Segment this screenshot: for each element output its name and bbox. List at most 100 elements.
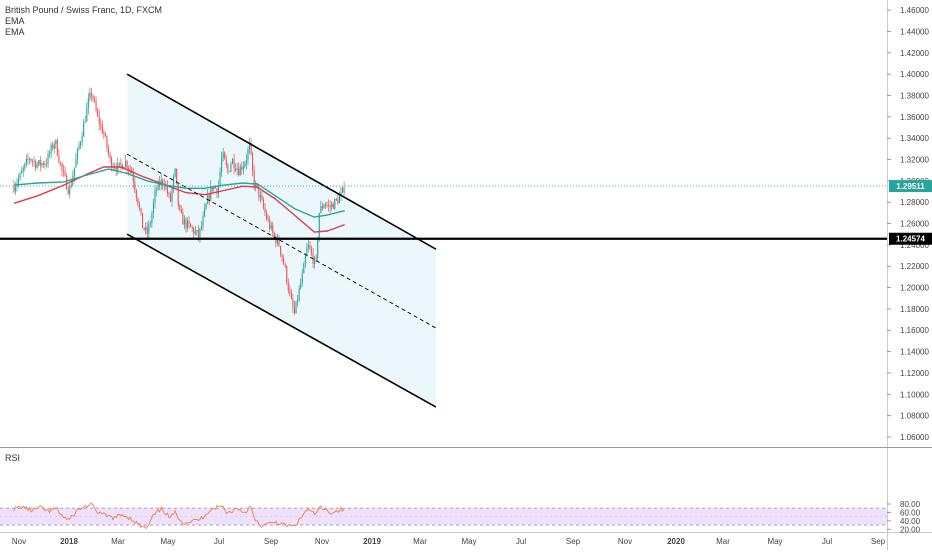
candle-body bbox=[334, 199, 336, 209]
candle-body bbox=[224, 152, 226, 160]
time-tick-label: Mar bbox=[716, 537, 730, 546]
candle-body bbox=[173, 175, 175, 189]
price-tick-label: 1.18000 bbox=[900, 305, 929, 314]
price-badge-level bbox=[889, 232, 932, 245]
candle-body bbox=[245, 159, 247, 164]
candle-body bbox=[62, 170, 65, 172]
candle-body bbox=[169, 193, 172, 202]
candle-body bbox=[42, 163, 44, 166]
candle-body bbox=[264, 207, 266, 213]
time-tick-label: Jul bbox=[214, 537, 224, 546]
candle-body bbox=[84, 121, 86, 123]
symbol-title: British Pound / Swiss Franc, 1D, FXCM bbox=[5, 5, 163, 15]
candle-body bbox=[216, 188, 218, 194]
candle-body bbox=[204, 208, 206, 217]
candle-body bbox=[332, 203, 334, 209]
candle-body bbox=[233, 158, 235, 169]
candle-body bbox=[320, 206, 322, 213]
candle-body bbox=[258, 186, 260, 198]
candle-body bbox=[183, 219, 185, 225]
candle-body bbox=[148, 224, 150, 235]
candle-body bbox=[290, 293, 292, 299]
candle-body bbox=[307, 244, 309, 248]
candle-body bbox=[106, 136, 108, 149]
candle-body bbox=[331, 203, 333, 208]
candle-body bbox=[317, 238, 319, 259]
channel-fill bbox=[127, 74, 436, 408]
candle-body bbox=[247, 149, 249, 160]
candle-body bbox=[248, 142, 251, 150]
time-tick-label: 2018 bbox=[60, 537, 78, 546]
candle-body bbox=[76, 148, 79, 159]
price-tick-label: 1.16000 bbox=[900, 326, 929, 335]
candle-body bbox=[78, 145, 80, 149]
candle-body bbox=[138, 204, 141, 209]
ema-indicator-label-1: EMA bbox=[5, 16, 25, 26]
candle-body bbox=[219, 171, 221, 186]
candle-body bbox=[111, 157, 113, 168]
time-tick-label: Sep bbox=[264, 537, 279, 546]
candle-body bbox=[140, 208, 142, 214]
candle-body bbox=[142, 213, 144, 229]
candle-body bbox=[185, 219, 187, 229]
candle-body bbox=[30, 159, 32, 161]
candle-body bbox=[262, 199, 265, 208]
candle-body bbox=[103, 132, 105, 135]
rsi-tick-label: 20.00 bbox=[900, 525, 921, 534]
candle-body bbox=[86, 107, 88, 122]
price-badge-last bbox=[889, 180, 932, 193]
candle-body bbox=[341, 187, 344, 193]
candle-body bbox=[217, 185, 220, 194]
time-tick-label: Mar bbox=[413, 537, 427, 546]
candle-body bbox=[98, 115, 100, 124]
candle-body bbox=[228, 171, 230, 173]
candle-body bbox=[53, 143, 55, 149]
candle-body bbox=[100, 123, 102, 125]
candle-body bbox=[292, 298, 294, 308]
candle-body bbox=[132, 172, 134, 183]
rsi-line bbox=[13, 502, 345, 530]
candle-body bbox=[75, 158, 77, 168]
candle-body bbox=[109, 153, 111, 158]
candle-body bbox=[171, 188, 173, 202]
candle-body bbox=[28, 159, 30, 160]
candle-body bbox=[67, 189, 69, 194]
candle-body bbox=[321, 206, 323, 209]
candle-body bbox=[200, 225, 203, 229]
candle-body bbox=[25, 158, 27, 164]
price-badge-label: 1.24574 bbox=[896, 235, 925, 244]
candle-body bbox=[194, 231, 196, 234]
candle-body bbox=[267, 219, 269, 221]
candle-body bbox=[145, 227, 147, 230]
time-tick-label: 2019 bbox=[363, 537, 381, 546]
candle-body bbox=[188, 220, 190, 224]
time-tick-label: May bbox=[767, 537, 782, 546]
price-tick-label: 1.36000 bbox=[900, 113, 929, 122]
price-tick-label: 1.22000 bbox=[900, 262, 929, 271]
candle-body bbox=[179, 205, 181, 210]
candle-body bbox=[269, 219, 271, 229]
time-tick-label: Sep bbox=[566, 537, 581, 546]
candle-body bbox=[225, 159, 227, 166]
candle-body bbox=[343, 187, 345, 193]
time-tick-label: Nov bbox=[315, 537, 329, 546]
candle-body bbox=[328, 205, 330, 206]
candle-body bbox=[107, 148, 110, 154]
candle-body bbox=[227, 165, 229, 172]
candle-body bbox=[276, 237, 278, 244]
candle-body bbox=[191, 226, 193, 229]
rsi-tick-label: 60.00 bbox=[900, 508, 921, 517]
time-tick-label: Nov bbox=[618, 537, 632, 546]
candle-body bbox=[301, 273, 303, 284]
time-tick-label: Nov bbox=[12, 537, 26, 546]
candle-body bbox=[61, 163, 63, 171]
candle-body bbox=[338, 196, 340, 204]
candle-body bbox=[163, 184, 165, 187]
candle-body bbox=[152, 202, 154, 215]
candle-body bbox=[50, 145, 52, 154]
candle-body bbox=[324, 204, 327, 206]
candle-body bbox=[39, 160, 41, 166]
candle-body bbox=[202, 216, 204, 226]
